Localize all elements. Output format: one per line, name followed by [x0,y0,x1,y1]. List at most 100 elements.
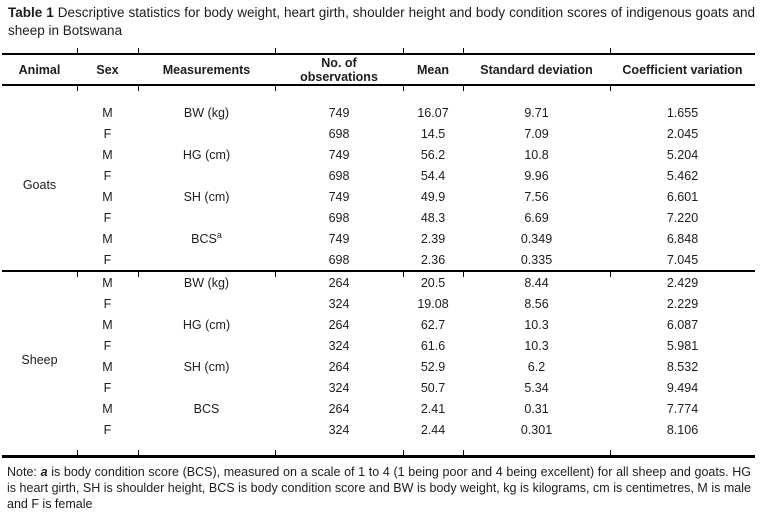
table-row: Sheep M BW (kg) 264 20.5 8.44 2.429 [2,271,755,367]
cell-sd: 0.301 [520,422,553,437]
cell-sd: 0.335 [520,252,553,267]
column-tick [403,272,404,277]
cell-cv: 5.981 [666,338,699,353]
table-row: M BW (kg) 749 16.07 9.71 1.655 [2,102,755,123]
cell-mean: 19.08 [417,296,449,311]
cell-measurement: HG (cm) [138,144,275,165]
cell-sex: M [102,317,113,332]
cell-observations: 698 [328,252,350,267]
column-header-animal: Animal [18,62,61,77]
column-tick [610,272,611,277]
column-tick [77,86,78,91]
measurement-text: BW (kg) [183,275,230,290]
cell-sex: F [103,168,112,183]
cell-cv: 6.087 [666,317,699,332]
header-row: Animal Sex Measurements No. of observati… [2,54,755,85]
cell-cv: 2.429 [666,275,699,290]
column-header-mean: Mean [417,62,449,77]
cell-mean: 2.39 [420,231,446,246]
table-row: F 698 14.5 7.09 2.045 [2,123,755,144]
cell-mean: 48.3 [420,210,446,225]
cell-cv: 1.655 [666,105,699,120]
descriptive-statistics-table: Animal Sex Measurements No. of observati… [2,53,755,458]
cell-mean: 14.5 [420,126,446,141]
table-row: F 698 48.3 6.69 7.220 [2,207,755,228]
measurement-text: BW (kg) [183,105,230,120]
group-goats: Goats M BW (kg) 749 16.07 9.71 1.655 F 698 14.5… [2,85,755,271]
measurement-superscript: a [216,229,222,240]
cell-cv: 9.494 [666,380,699,395]
column-tick-row-top [0,48,767,53]
cell-cv: 7.045 [666,252,699,267]
column-tick-row-bottom [0,450,767,455]
column-header-measurements: Measurements [162,62,251,77]
cell-mean: 56.2 [420,147,446,162]
table-row: F 698 54.4 9.96 5.462 [2,165,755,186]
cell-sd: 5.34 [524,380,549,395]
column-tick [77,272,78,277]
measurement-text: BCS [191,231,217,246]
cell-observations: 698 [328,210,350,225]
cell-sex: F [103,210,112,225]
cell-sd: 7.56 [524,189,549,204]
table-row: M SH (cm) 264 52.9 6.2 8.532 [2,356,755,377]
cell-sex: M [102,231,113,246]
cell-cv: 5.462 [666,168,699,183]
cell-sd: 6.2 [527,359,546,374]
footnote-marker: a [40,465,48,479]
column-tick [77,48,78,53]
table-row: M BCSa 749 2.39 0.349 6.848 [2,228,755,249]
column-header-sd: Standard deviation [480,62,593,77]
column-tick [463,86,464,91]
cell-mean: 61.6 [420,338,446,353]
cell-mean: 54.4 [420,168,446,183]
cell-sex: F [103,338,112,353]
cell-cv: 5.204 [666,147,699,162]
cell-mean: 16.07 [417,105,449,120]
cell-sex: M [102,275,113,290]
cell-observations: 264 [328,275,350,290]
cell-measurement [138,377,275,398]
cell-measurement [138,419,275,440]
cell-observations: 324 [328,422,350,437]
cell-mean: 2.36 [420,252,446,267]
column-tick [138,450,139,455]
column-tick [610,450,611,455]
cell-observations: 264 [328,401,350,416]
cell-sd: 10.8 [524,147,549,162]
cell-observations: 749 [328,147,350,162]
cell-observations: 324 [328,296,350,311]
cell-sd: 8.56 [524,296,549,311]
cell-observations: 324 [328,380,350,395]
column-tick [463,48,464,53]
column-tick [403,450,404,455]
footnote-text: is body condition score (BCS), measured … [7,465,751,511]
cell-cv: 6.601 [666,189,699,204]
cell-measurement [138,249,275,271]
cell-cv: 7.220 [666,210,699,225]
group-label-sheep: Sheep [21,352,58,367]
cell-sd: 10.3 [524,338,549,353]
spacer-row: Goats [2,85,755,192]
column-tick [403,48,404,53]
cell-mean: 50.7 [420,380,446,395]
cell-measurement: HG (cm) [138,314,275,335]
cell-sd: 0.31 [524,401,549,416]
table-row: M SH (cm) 749 49.9 7.56 6.601 [2,186,755,207]
column-tick-row-divider [0,272,767,277]
cell-mean: 2.44 [420,422,446,437]
column-tick [138,86,139,91]
cell-mean: 49.9 [420,189,446,204]
cell-measurement [138,123,275,144]
cell-sex: F [103,422,112,437]
measurement-text: HG (cm) [182,317,231,332]
cell-measurement: BCS [138,398,275,419]
table-footnote: Note: a is body condition score (BCS), m… [7,464,751,512]
column-tick [275,48,276,53]
cell-cv: 2.229 [666,296,699,311]
cell-sd: 6.69 [524,210,549,225]
column-tick [275,450,276,455]
table-caption-label: Table 1 [8,5,54,20]
cell-measurement: SH (cm) [138,356,275,377]
column-tick [77,450,78,455]
